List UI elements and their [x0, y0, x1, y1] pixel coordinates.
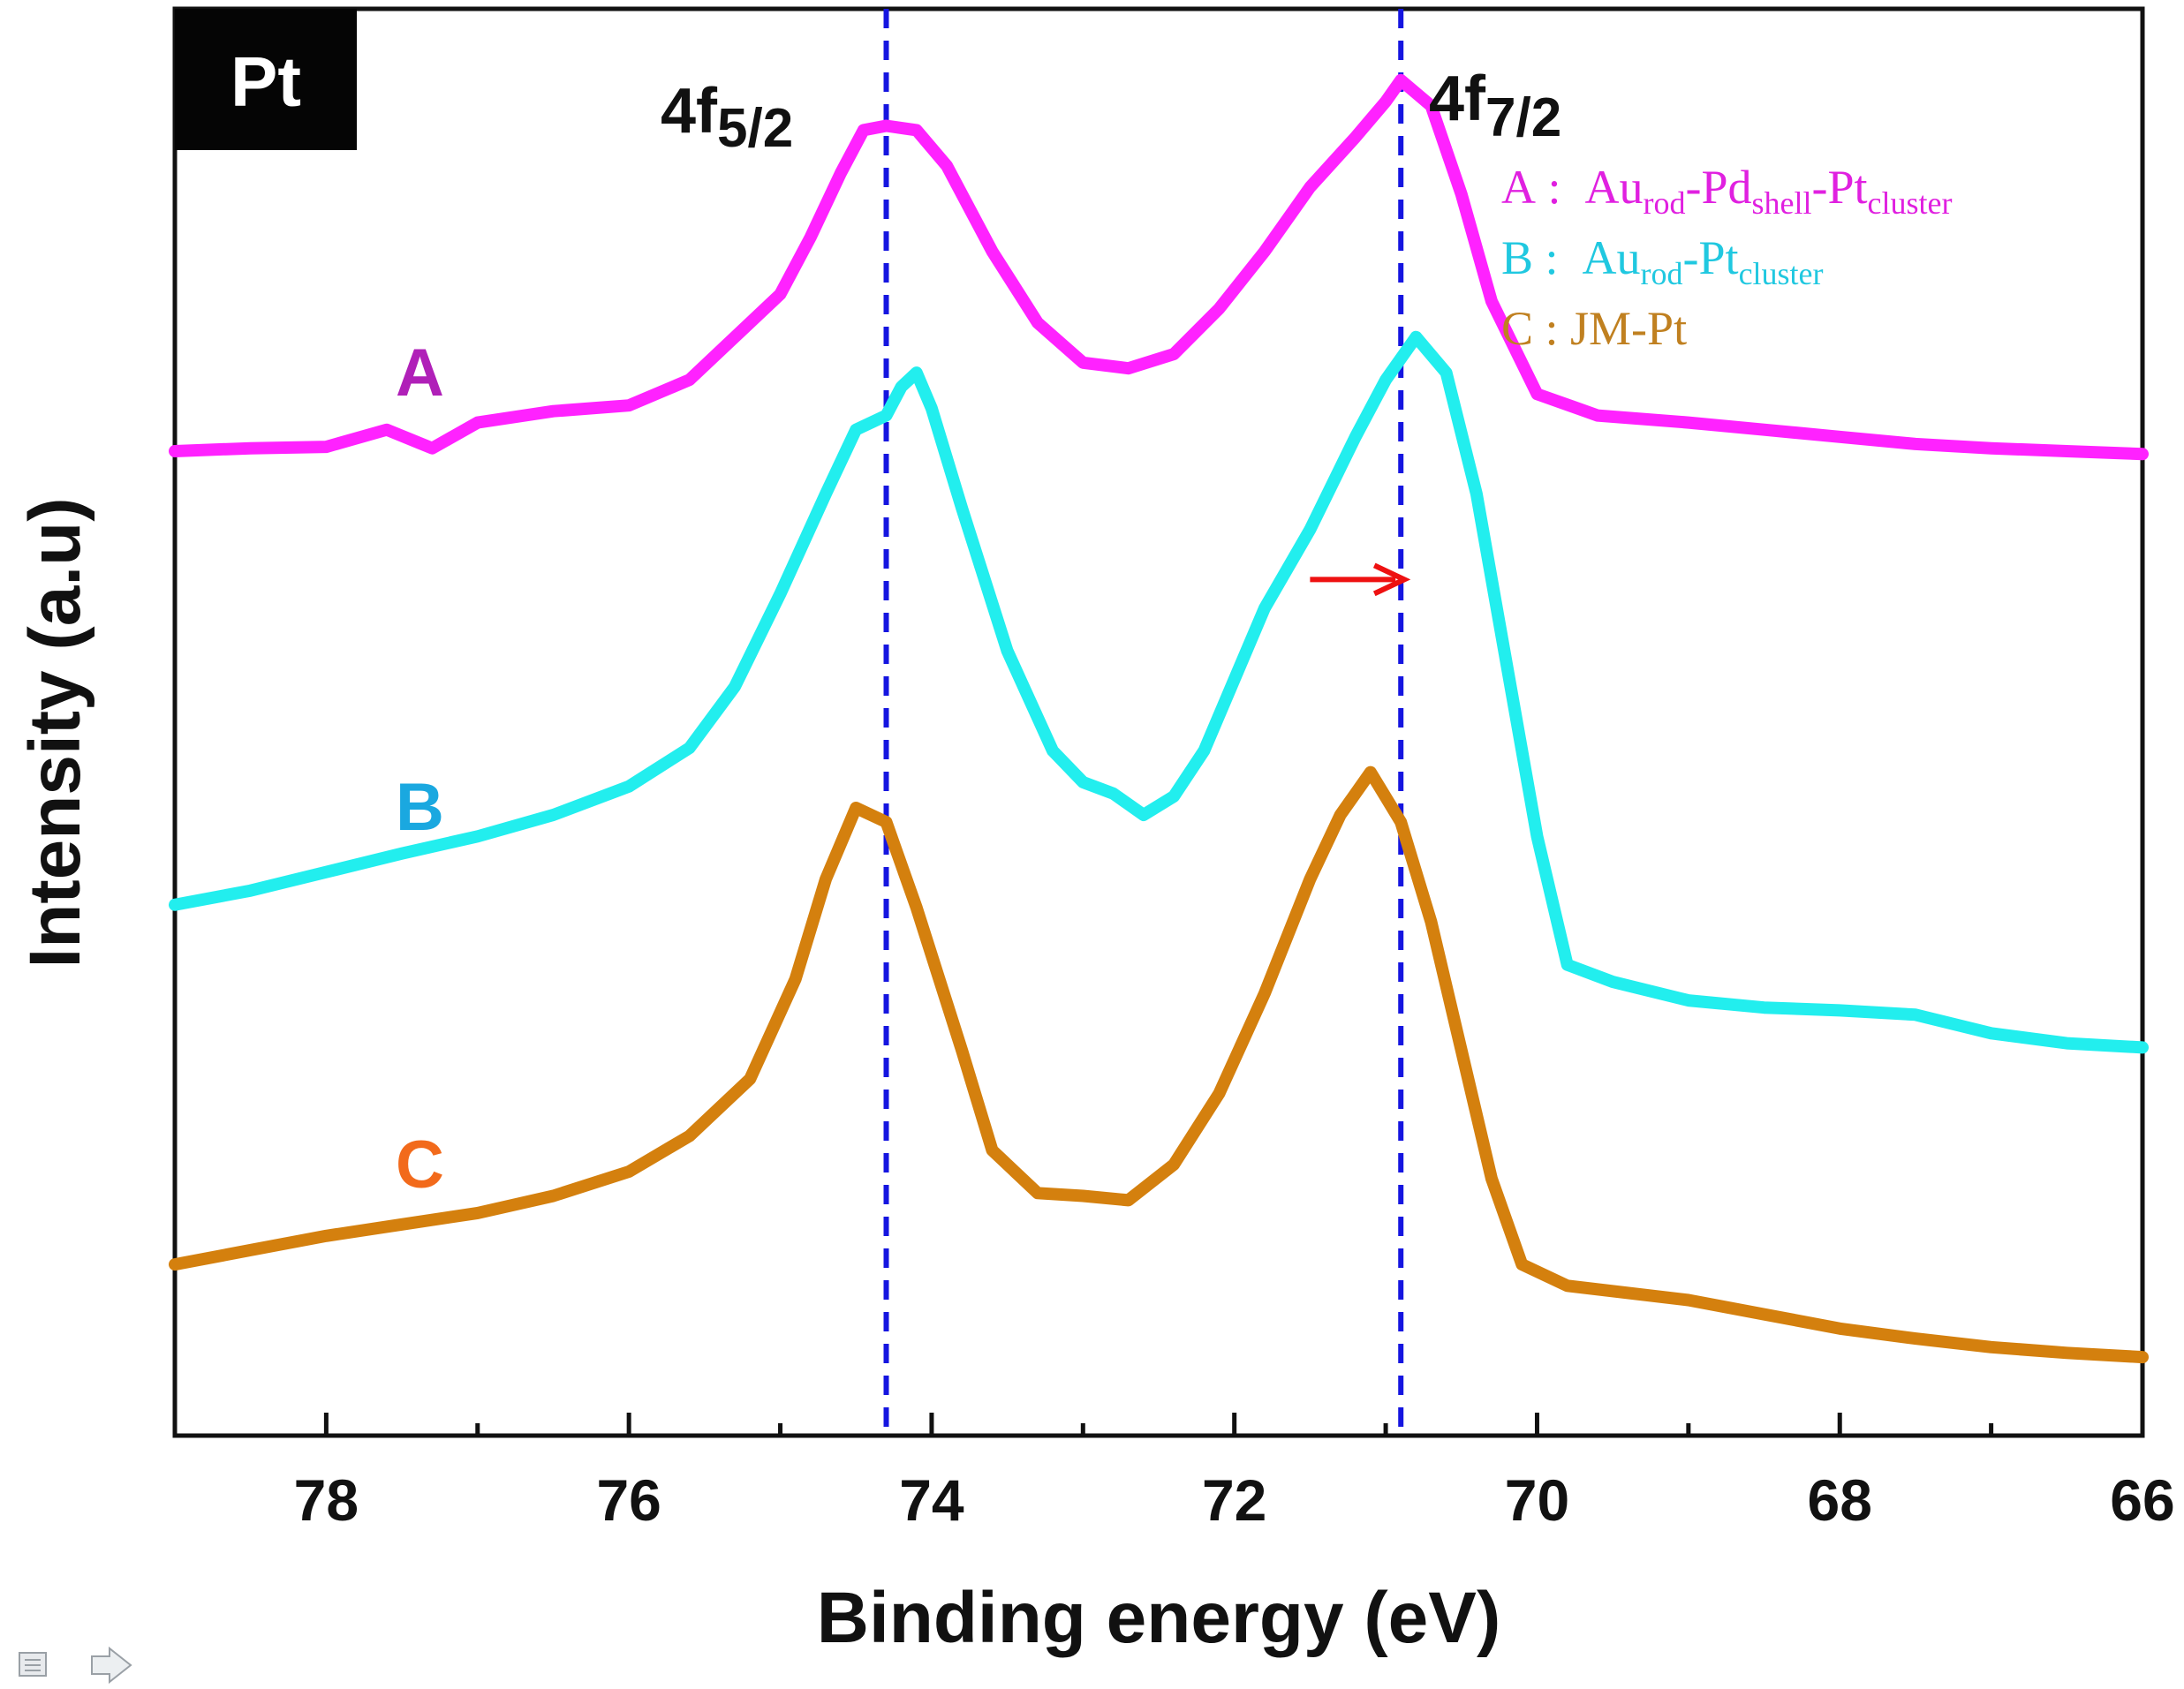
x-tick-label-68: 68	[1808, 1467, 1872, 1533]
x-tick-label-78: 78	[294, 1467, 359, 1533]
curve-letter-a: A	[396, 336, 444, 411]
series-line-a	[169, 73, 2149, 461]
x-tick-label-76: 76	[596, 1467, 661, 1533]
panel-label-box	[175, 9, 357, 150]
legend-b-sub2: cluster	[1739, 256, 1824, 291]
next-arrow-icon[interactable]	[91, 1646, 132, 1685]
series-line-c	[169, 765, 2149, 1364]
series-line-b	[169, 330, 2149, 1054]
page-icon[interactable]	[19, 1652, 47, 1677]
peak-label-4f52-sub: 5/2	[717, 98, 793, 159]
x-tick-label-72: 72	[1202, 1467, 1266, 1533]
legend-a-text2: -Pt	[1812, 161, 1868, 214]
legend-b-prefix: B : Au	[1501, 231, 1641, 284]
legend-item-b: B : Aurod-Ptcluster	[1501, 231, 1824, 291]
legend-a-text1: -Pd	[1686, 161, 1752, 214]
y-axis-title: Intensity (a.u)	[15, 497, 95, 968]
legend-a-sub2: shell	[1752, 185, 1812, 221]
legend-item-a: A : Aurod-Pdshell-Ptcluster	[1501, 161, 1953, 221]
peak-label-4f72-sub: 7/2	[1485, 87, 1561, 148]
peak-label-4f52-main: 4f	[661, 76, 718, 147]
legend-a-prefix: A : Au	[1501, 161, 1644, 214]
curve-letter-b: B	[396, 770, 444, 845]
x-axis-title: Binding energy (eV)	[817, 1578, 1501, 1658]
legend-b-sub1: rod	[1641, 256, 1683, 291]
legend-b-text1: -Pt	[1683, 231, 1739, 284]
legend-a-sub1: rod	[1644, 185, 1686, 221]
shift-arrow-icon	[1310, 562, 1411, 597]
legend-a-sub3: cluster	[1868, 185, 1953, 221]
curve-letter-c: C	[396, 1127, 444, 1203]
peak-label-4f72-main: 4f	[1429, 64, 1486, 134]
peak-label-4f72: 4f7/2	[1429, 64, 1561, 148]
legend-item-c: C : JM-Pt	[1501, 302, 1687, 355]
x-tick-label-66: 66	[2110, 1467, 2174, 1533]
peak-label-4f52: 4f5/2	[661, 76, 793, 159]
shift-arrow-head	[1372, 562, 1411, 597]
panel-label: Pt	[230, 42, 301, 121]
x-tick-label-70: 70	[1505, 1467, 1569, 1533]
plot-frame	[172, 6, 2145, 1438]
x-tick-label-74: 74	[899, 1467, 964, 1533]
